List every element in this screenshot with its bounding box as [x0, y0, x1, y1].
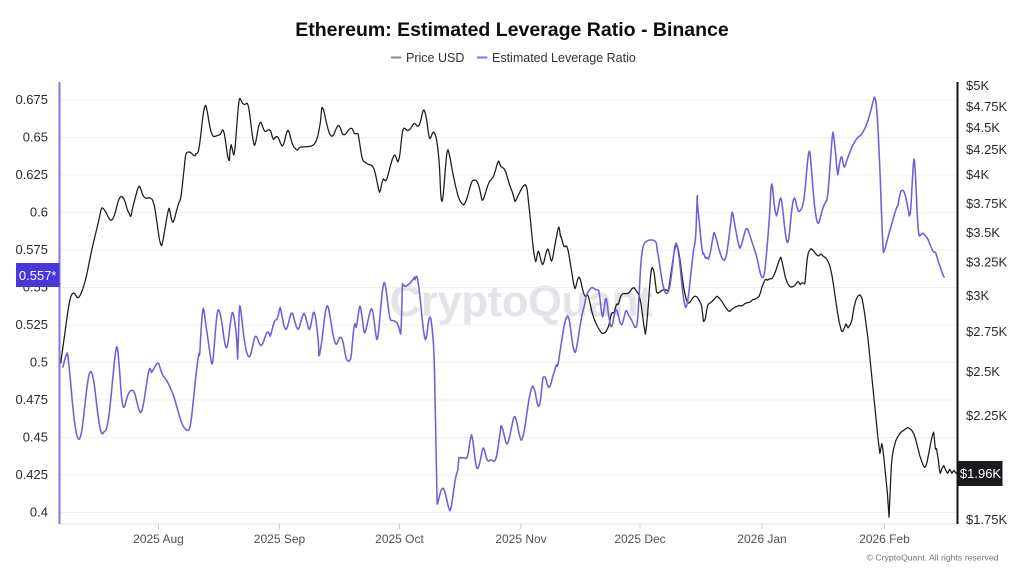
svg-text:0.675: 0.675 — [15, 92, 48, 107]
svg-text:2025 Oct: 2025 Oct — [375, 532, 424, 546]
svg-text:0.5: 0.5 — [30, 355, 48, 370]
svg-text:$4.75K: $4.75K — [966, 99, 1008, 114]
svg-text:$4.25K: $4.25K — [966, 142, 1008, 157]
svg-text:Estimated Leverage Ratio: Estimated Leverage Ratio — [492, 51, 636, 65]
svg-text:0.45: 0.45 — [23, 430, 48, 445]
svg-text:$5K: $5K — [966, 78, 989, 93]
svg-text:Ethereum: Estimated Leverage R: Ethereum: Estimated Leverage Ratio - Bin… — [295, 19, 729, 41]
svg-text:2026 Jan: 2026 Jan — [737, 532, 786, 546]
svg-text:$2.25K: $2.25K — [966, 408, 1008, 423]
svg-text:0.575: 0.575 — [15, 242, 48, 257]
svg-text:2025 Sep: 2025 Sep — [254, 532, 306, 546]
svg-text:0.6: 0.6 — [30, 205, 48, 220]
svg-text:$3.5K: $3.5K — [966, 225, 1000, 240]
svg-text:0.525: 0.525 — [15, 317, 48, 332]
svg-text:2025 Dec: 2025 Dec — [614, 532, 665, 546]
svg-text:© CryptoQuant. All rights rese: © CryptoQuant. All rights reserved — [867, 553, 999, 563]
svg-text:$4K: $4K — [966, 167, 989, 182]
svg-text:0.4: 0.4 — [30, 505, 48, 520]
svg-text:2025 Aug: 2025 Aug — [133, 532, 184, 546]
svg-text:0.625: 0.625 — [15, 167, 48, 182]
svg-text:0.65: 0.65 — [23, 130, 48, 145]
svg-text:Price USD: Price USD — [406, 51, 464, 65]
svg-text:$1.75K: $1.75K — [966, 512, 1008, 527]
svg-text:0.425: 0.425 — [15, 467, 48, 482]
svg-text:$4.5K: $4.5K — [966, 120, 1000, 135]
svg-text:$3K: $3K — [966, 288, 989, 303]
svg-text:$1.96K: $1.96K — [960, 466, 1002, 481]
svg-text:$3.25K: $3.25K — [966, 255, 1008, 270]
svg-text:$3.75K: $3.75K — [966, 196, 1008, 211]
svg-text:2025 Nov: 2025 Nov — [495, 532, 546, 546]
svg-text:0.557*: 0.557* — [19, 268, 57, 283]
svg-text:0.475: 0.475 — [15, 392, 48, 407]
svg-text:$2.75K: $2.75K — [966, 324, 1008, 339]
svg-text:$2.5K: $2.5K — [966, 364, 1000, 379]
svg-text:2026 Feb: 2026 Feb — [859, 532, 910, 546]
